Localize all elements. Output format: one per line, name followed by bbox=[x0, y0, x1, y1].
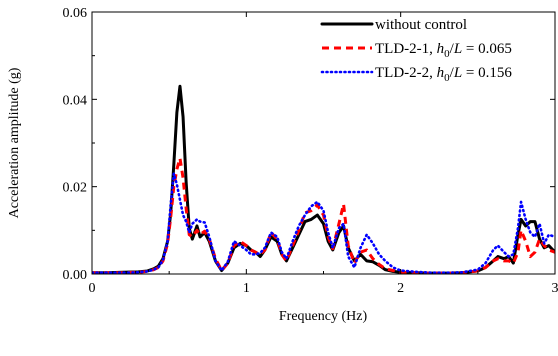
legend-label-2: TLD-2-1, h0/L = 0.065 bbox=[375, 41, 512, 60]
legend-label-subscript: 0 bbox=[444, 48, 450, 60]
x-tick-label: 1 bbox=[243, 281, 250, 296]
y-axis: 0.00 0.02 0.04 0.06 bbox=[63, 6, 555, 283]
x-tick-label: 0 bbox=[89, 281, 96, 296]
x-tick-label: 2 bbox=[397, 281, 404, 296]
legend-label-3: TLD-2-2, h0/L = 0.156 bbox=[375, 65, 512, 84]
legend-label-value: = 0.065 bbox=[462, 41, 512, 57]
y-tick-label: 0.00 bbox=[63, 268, 88, 283]
legend-label-text: TLD-2-2, bbox=[375, 65, 437, 81]
x-tick-label: 3 bbox=[552, 281, 558, 296]
y-tick-label: 0.02 bbox=[63, 181, 88, 196]
legend-label-value: = 0.156 bbox=[462, 65, 512, 81]
legend-label-symbol-l: L bbox=[453, 65, 462, 81]
x-axis-title: Frequency (Hz) bbox=[279, 309, 368, 324]
legend-label-symbol: h bbox=[437, 65, 445, 81]
x-axis: 0 1 2 3 bbox=[89, 12, 558, 296]
series-line-3 bbox=[92, 172, 555, 274]
legend-label-subscript: 0 bbox=[444, 72, 450, 84]
series-layer bbox=[92, 84, 555, 274]
legend-label-slash: / bbox=[450, 65, 455, 81]
series-line-1 bbox=[92, 84, 555, 274]
y-tick-label: 0.06 bbox=[63, 6, 88, 21]
legend-label-text: without control bbox=[375, 17, 467, 33]
legend-label-symbol-l: L bbox=[453, 41, 462, 57]
y-axis-title: Acceleration amplitude (g) bbox=[7, 67, 22, 218]
y-tick-label: 0.04 bbox=[63, 93, 88, 108]
legend-label-text: TLD-2-1, bbox=[375, 41, 437, 57]
legend-label-slash: / bbox=[450, 41, 455, 57]
legend-label-1: without control bbox=[375, 17, 467, 33]
legend-label-symbol: h bbox=[437, 41, 445, 57]
